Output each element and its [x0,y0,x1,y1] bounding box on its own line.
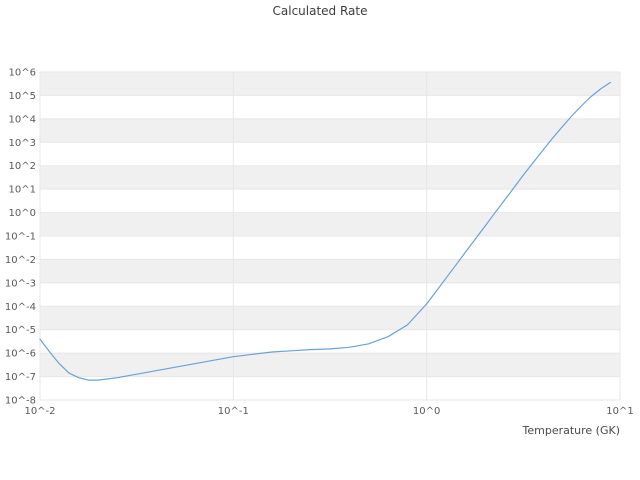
grid-band [40,212,620,236]
grid-band [40,259,620,283]
gridlines [39,71,621,401]
y-tick-label: 10^-7 [5,372,36,383]
grid-band [40,165,620,190]
y-tick-label: 10^-5 [5,325,36,336]
grid-band [40,72,620,96]
y-tick-label: 10^2 [9,161,36,172]
grid-bands [40,72,620,377]
y-tick-label: 10^-1 [5,232,36,243]
y-tick-label: 10^4 [9,114,36,125]
x-axis-label: Temperature (GK) [522,424,621,437]
x-tick-labels: 10^-2 10^-1 10^0 10^1 [24,406,633,417]
x-tick-label: 10^1 [606,406,633,417]
y-tick-labels: 10^6 10^5 10^4 10^3 10^2 10^1 10^0 10^-1 10^-2 10… [5,68,36,407]
y-tick-label: 10^5 [9,91,36,102]
x-tick-label: 10^-1 [218,406,249,417]
y-tick-label: 10^-3 [5,278,36,289]
grid-band [40,306,620,330]
rate-line [39,81,611,381]
grid-band [40,353,620,377]
y-tick-label: 10^3 [9,138,36,149]
y-tick-label: 10^-4 [5,302,36,313]
y-tick-label: 10^-6 [5,349,36,360]
grid-band [40,118,620,143]
chart-title: Calculated Rate [272,4,368,18]
x-tick-label: 10^-2 [24,406,55,417]
y-tick-label: 10^-2 [5,255,36,266]
x-tick-label: 10^0 [413,406,440,417]
y-tick-label: 10^-8 [5,396,36,407]
y-tick-label: 10^6 [9,68,36,79]
y-tick-label: 10^1 [9,185,36,196]
y-tick-label: 10^0 [9,208,36,219]
